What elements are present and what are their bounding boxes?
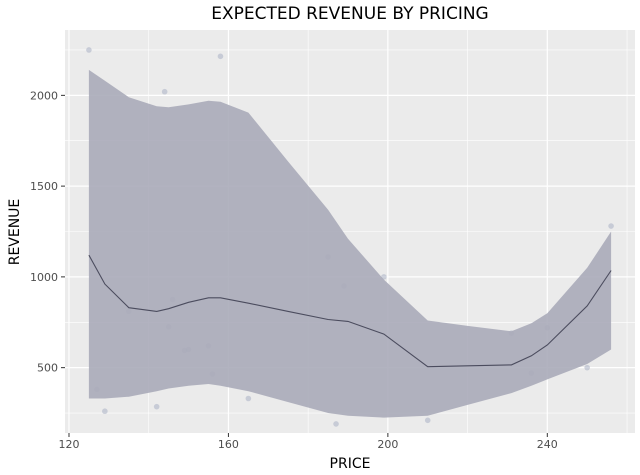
smooth-line — [88, 254, 612, 368]
y-axis-ticks: 500 1000 1500 2000 — [30, 89, 65, 375]
data-point — [153, 403, 160, 410]
data-point — [161, 88, 168, 95]
confidence-band — [88, 69, 612, 418]
y-tick-label: 1500 — [30, 180, 58, 193]
data-point — [217, 53, 224, 60]
x-tick-label: 120 — [58, 438, 79, 451]
y-tick-label: 2000 — [30, 89, 58, 102]
y-tick-label: 1000 — [30, 271, 58, 284]
data-point — [333, 421, 339, 427]
data-point — [608, 223, 614, 229]
x-tick-label: 160 — [218, 438, 239, 451]
data-point — [102, 408, 108, 415]
data-point — [245, 395, 252, 402]
y-tick-label: 500 — [37, 362, 58, 375]
x-axis-ticks: 120 160 200 240 — [58, 433, 558, 451]
data-point — [86, 47, 92, 53]
x-axis-title: PRICE — [330, 456, 371, 472]
x-tick-label: 240 — [537, 438, 558, 451]
y-axis-title: REVENUE — [7, 199, 23, 266]
chart-title: EXPECTED REVENUE BY PRICING — [211, 4, 488, 24]
data-point — [424, 417, 431, 424]
data-point — [584, 364, 590, 371]
x-tick-label: 200 — [377, 438, 398, 451]
